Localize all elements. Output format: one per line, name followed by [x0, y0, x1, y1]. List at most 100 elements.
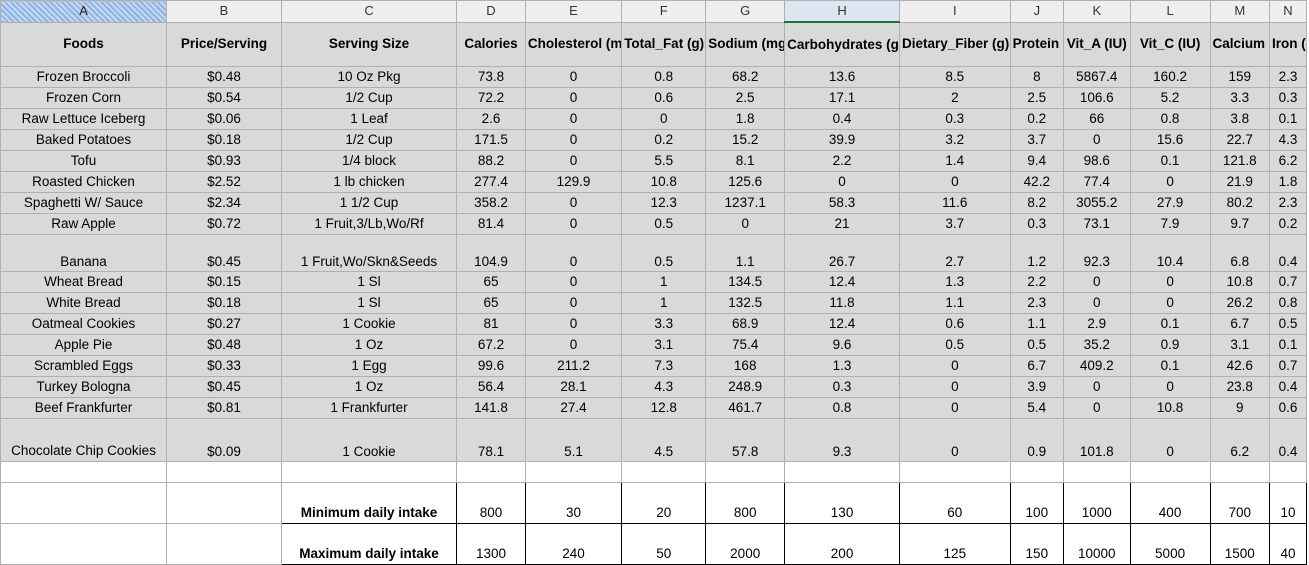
data-cell[interactable]: 77.4	[1062, 171, 1131, 193]
data-cell[interactable]: 0.3	[784, 376, 900, 398]
intake-value-cell[interactable]: 10000	[1062, 523, 1131, 565]
intake-value-cell[interactable]: 2000	[705, 523, 786, 565]
data-cell[interactable]: $0.06	[166, 108, 282, 130]
data-cell[interactable]: 73.1	[1062, 213, 1131, 235]
data-cell[interactable]: $0.48	[166, 66, 282, 88]
data-cell[interactable]: 0.4	[1269, 376, 1307, 398]
data-cell[interactable]: 67.2	[456, 334, 526, 356]
data-cell[interactable]: 5.4	[1009, 397, 1064, 419]
data-cell[interactable]: 0	[898, 397, 1011, 419]
data-cell[interactable]: 12.3	[621, 192, 707, 214]
data-cell[interactable]: 0.8	[1129, 108, 1211, 130]
header-cell[interactable]: Cholesterol (mg)	[524, 21, 623, 67]
data-cell[interactable]: 27.9	[1129, 192, 1211, 214]
empty-cell[interactable]	[166, 482, 282, 524]
data-cell[interactable]: 68.2	[705, 66, 786, 88]
data-cell[interactable]: 65	[456, 271, 526, 293]
intake-value-cell[interactable]: 125	[898, 523, 1011, 565]
header-cell[interactable]: Carbohydrates (g)	[784, 21, 900, 67]
data-cell[interactable]: 2.5	[705, 87, 786, 109]
data-cell[interactable]: 1 Cookie	[280, 418, 458, 462]
data-cell[interactable]: 10.8	[1129, 397, 1211, 419]
intake-value-cell[interactable]: 1000	[1062, 482, 1131, 524]
data-cell[interactable]: 0.8	[621, 66, 707, 88]
food-name-cell[interactable]: Raw Apple	[0, 213, 168, 235]
data-cell[interactable]: 2	[898, 87, 1011, 109]
data-cell[interactable]: 81	[456, 313, 526, 335]
data-cell[interactable]: 0.3	[1009, 213, 1064, 235]
data-cell[interactable]: 0.5	[621, 234, 707, 272]
data-cell[interactable]: 1.1	[898, 292, 1011, 314]
data-cell[interactable]: 3.1	[1209, 334, 1271, 356]
data-cell[interactable]: 0	[524, 87, 623, 109]
data-cell[interactable]: 72.2	[456, 87, 526, 109]
data-cell[interactable]: 0.6	[898, 313, 1011, 335]
data-cell[interactable]: 0.8	[1269, 292, 1307, 314]
data-cell[interactable]: 0.2	[621, 129, 707, 151]
data-cell[interactable]: 0.7	[1269, 271, 1307, 293]
data-cell[interactable]: 3.3	[621, 313, 707, 335]
header-cell[interactable]: Price/Serving	[166, 21, 282, 67]
data-cell[interactable]: 3.7	[898, 213, 1011, 235]
food-name-cell[interactable]: Baked Potatoes	[0, 129, 168, 151]
empty-cell[interactable]	[0, 523, 168, 565]
data-cell[interactable]: 10.8	[621, 171, 707, 193]
data-cell[interactable]: 132.5	[705, 292, 786, 314]
data-cell[interactable]: 1 Oz	[280, 334, 458, 356]
data-cell[interactable]: 15.6	[1129, 129, 1211, 151]
data-cell[interactable]: 0	[898, 355, 1011, 377]
data-cell[interactable]: 1 Leaf	[280, 108, 458, 130]
data-cell[interactable]: 0	[524, 271, 623, 293]
data-cell[interactable]: 1.2	[1009, 234, 1064, 272]
intake-value-cell[interactable]: 700	[1209, 482, 1271, 524]
data-cell[interactable]: 4.3	[1269, 129, 1307, 151]
data-cell[interactable]: 88.2	[456, 150, 526, 172]
food-name-cell[interactable]: Frozen Broccoli	[0, 66, 168, 88]
data-cell[interactable]: 2.3	[1269, 66, 1307, 88]
data-cell[interactable]: 42.6	[1209, 355, 1271, 377]
data-cell[interactable]: 1/2 Cup	[280, 87, 458, 109]
empty-cell[interactable]	[705, 461, 786, 483]
data-cell[interactable]: 0	[524, 66, 623, 88]
data-cell[interactable]: 211.2	[524, 355, 623, 377]
data-cell[interactable]: 0	[1062, 271, 1131, 293]
data-cell[interactable]: 11.6	[898, 192, 1011, 214]
data-cell[interactable]: 0.1	[1129, 150, 1211, 172]
column-header-n[interactable]: N	[1269, 0, 1307, 23]
data-cell[interactable]: 3.2	[898, 129, 1011, 151]
data-cell[interactable]: 461.7	[705, 397, 786, 419]
column-header-f[interactable]: F	[621, 0, 707, 23]
data-cell[interactable]: 0.4	[1269, 418, 1307, 462]
data-cell[interactable]: 0	[524, 129, 623, 151]
intake-value-cell[interactable]: 50	[621, 523, 707, 565]
data-cell[interactable]: 0.3	[1269, 87, 1307, 109]
data-cell[interactable]: 66	[1062, 108, 1131, 130]
data-cell[interactable]: 10 Oz Pkg	[280, 66, 458, 88]
data-cell[interactable]: 2.6	[456, 108, 526, 130]
empty-cell[interactable]	[621, 461, 707, 483]
data-cell[interactable]: 2.2	[1009, 271, 1064, 293]
column-header-h[interactable]: H	[784, 0, 900, 23]
data-cell[interactable]: 27.4	[524, 397, 623, 419]
empty-cell[interactable]	[1129, 461, 1211, 483]
data-cell[interactable]: 2.2	[784, 150, 900, 172]
data-cell[interactable]: $0.27	[166, 313, 282, 335]
data-cell[interactable]: 1 Fruit,Wo/Skn&Seeds	[280, 234, 458, 272]
header-cell[interactable]: Foods	[0, 21, 168, 67]
data-cell[interactable]: 0.9	[1129, 334, 1211, 356]
data-cell[interactable]: $0.48	[166, 334, 282, 356]
data-cell[interactable]: 11.8	[784, 292, 900, 314]
data-cell[interactable]: 0	[524, 213, 623, 235]
data-cell[interactable]: 0.7	[1269, 355, 1307, 377]
data-cell[interactable]: 0.5	[898, 334, 1011, 356]
data-cell[interactable]: $0.93	[166, 150, 282, 172]
intake-value-cell[interactable]: 20	[621, 482, 707, 524]
data-cell[interactable]: 1 Sl	[280, 271, 458, 293]
data-cell[interactable]: 1.1	[705, 234, 786, 272]
data-cell[interactable]: 4.3	[621, 376, 707, 398]
data-cell[interactable]: 58.3	[784, 192, 900, 214]
data-cell[interactable]: 3055.2	[1062, 192, 1131, 214]
data-cell[interactable]: $0.18	[166, 129, 282, 151]
data-cell[interactable]: 0.1	[1129, 313, 1211, 335]
data-cell[interactable]: 8.1	[705, 150, 786, 172]
